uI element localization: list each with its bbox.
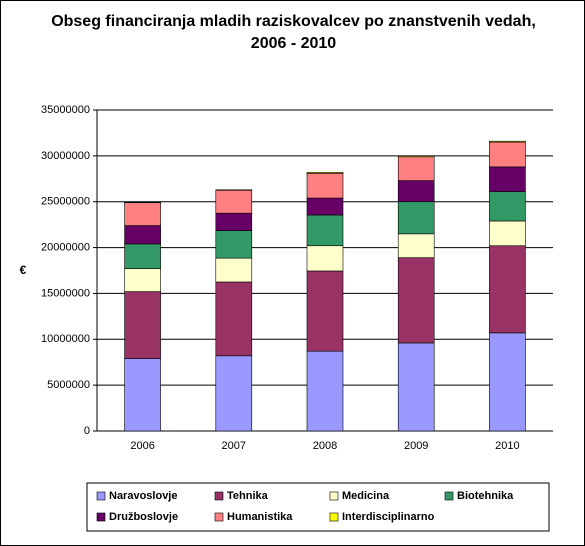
bar-segment: [215, 257, 253, 283]
bar-segment: [215, 189, 253, 214]
bar-segment: [124, 291, 161, 359]
x-tick-label: 2006: [130, 440, 154, 452]
legend-swatch: [329, 512, 339, 522]
bar-segment: [306, 350, 344, 432]
legend-swatch: [214, 512, 224, 522]
x-tick-label: 2009: [404, 440, 428, 452]
bar-segment: [489, 220, 526, 247]
bar-segment: [306, 270, 344, 352]
legend-label: Biotehnika: [457, 490, 514, 502]
bar-segment: [489, 191, 526, 222]
bar-segment: [397, 233, 435, 258]
y-tick-label: 25000000: [41, 196, 90, 208]
bar-segment: [489, 140, 526, 143]
legend-swatch: [329, 491, 339, 501]
legend-label: Humanistika: [227, 511, 293, 523]
bar-segment: [124, 202, 161, 226]
bar-segment: [306, 197, 344, 216]
bar-segment: [397, 156, 435, 181]
y-tick-label: 30000000: [41, 150, 90, 162]
bar-segment: [306, 214, 344, 247]
x-tick-label: 2008: [313, 440, 337, 452]
y-axis-label: €: [20, 263, 27, 277]
legend-swatch: [96, 491, 106, 501]
bar-segment: [489, 332, 526, 432]
chart-title: Obseg financiranja mladih raziskovalcev …: [51, 13, 536, 52]
bar-segment: [124, 225, 161, 245]
bar-segment: [215, 355, 253, 432]
bar-segment: [397, 201, 435, 235]
bar-segment: [397, 342, 435, 432]
y-tick-label: 15000000: [41, 287, 90, 299]
y-tick-label: 0: [84, 425, 90, 437]
bar-segment: [489, 166, 526, 192]
bar-segment: [397, 180, 435, 203]
bar-segment: [124, 358, 161, 432]
legend-swatch: [96, 512, 106, 522]
bar-segment: [306, 172, 344, 199]
legend-label: Naravoslovje: [109, 490, 177, 502]
legend-label: Družboslovje: [109, 511, 178, 523]
bar-segment: [215, 281, 253, 357]
legend-swatch: [444, 491, 454, 501]
x-tick-label: 2007: [222, 440, 246, 452]
bar-segment: [306, 245, 344, 272]
bar-segment: [215, 212, 253, 231]
y-tick-label: 35000000: [41, 104, 90, 116]
bar-segment: [124, 243, 161, 269]
bar-segment: [397, 155, 435, 158]
bar-segment: [489, 141, 526, 168]
legend-swatch: [214, 491, 224, 501]
legend-label: Interdisciplinarno: [342, 511, 435, 523]
legend-label: Tehnika: [227, 490, 269, 502]
y-tick-label: 5000000: [47, 379, 90, 391]
x-tick-label: 2010: [495, 440, 519, 452]
bar-segment: [397, 257, 435, 344]
y-tick-label: 10000000: [41, 333, 90, 345]
legend-box: [86, 482, 550, 532]
bar-segment: [489, 245, 526, 334]
bar-segment: [306, 172, 344, 174]
y-tick-label: 20000000: [41, 241, 90, 253]
bar-segment: [124, 268, 161, 292]
legend-label: Medicina: [342, 490, 390, 502]
bar-segment: [215, 230, 253, 259]
